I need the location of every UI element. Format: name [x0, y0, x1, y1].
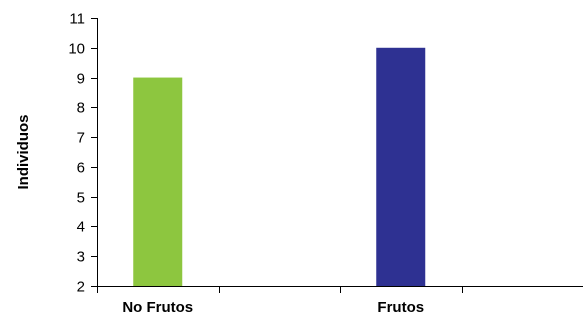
y-axis-ticks: 2 3 4 5 6 7 8 9 10 11: [68, 11, 97, 296]
x-category-label: Frutos: [377, 299, 424, 316]
y-tick-label: 3: [77, 249, 85, 266]
y-tick-label: 6: [77, 160, 85, 177]
y-tick-label: 2: [77, 279, 85, 296]
y-tick-label: 5: [77, 190, 85, 207]
bar-no-frutos: [133, 77, 183, 286]
y-tick-label: 7: [77, 130, 85, 147]
y-axis-title-group: Individuos: [15, 115, 32, 190]
y-tick-label: 4: [77, 219, 85, 236]
y-tick-label: 9: [77, 71, 85, 88]
y-tick-label: 11: [69, 11, 85, 28]
x-axis: [97, 286, 463, 293]
x-category-label: No Frutos: [122, 299, 193, 316]
bar-frutos: [376, 47, 426, 287]
y-axis-title: Individuos: [15, 115, 32, 190]
y-tick-label: 8: [77, 100, 85, 117]
x-axis-labels: No Frutos Frutos: [122, 299, 424, 316]
bars: [133, 47, 426, 287]
y-tick-label: 10: [68, 41, 85, 58]
